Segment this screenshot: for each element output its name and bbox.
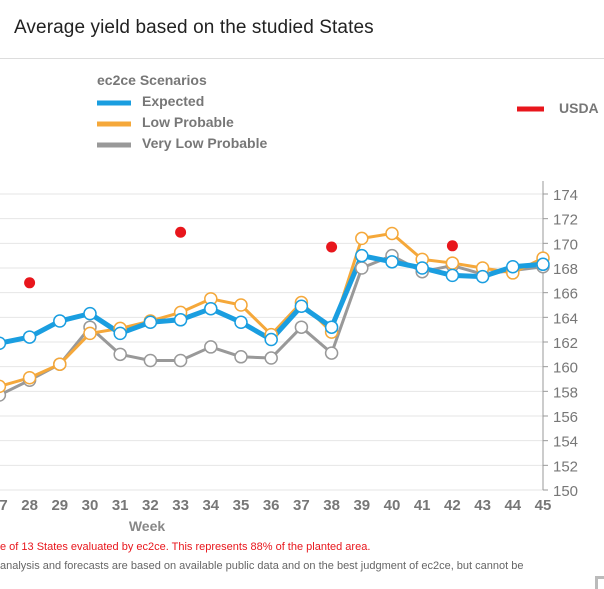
y-tick-label-164: 164	[553, 310, 578, 327]
x-tick-label-32: 32	[142, 497, 159, 514]
x-tick-label-41: 41	[414, 497, 431, 514]
point-expected-45	[536, 257, 550, 272]
x-tick-label-39: 39	[353, 497, 370, 514]
point-very-low-probable-34	[204, 340, 218, 354]
legend-label-usda: USDA	[559, 100, 599, 116]
point-expected-31	[113, 326, 127, 341]
point-expected-39	[355, 248, 369, 263]
point-low-probable-29	[53, 357, 67, 371]
point-expected-44	[506, 260, 520, 274]
point-expected-42	[445, 268, 460, 283]
footnote-disclaimer: analysis and forecasts are based on avai…	[0, 560, 524, 572]
point-very-low-probable-36	[264, 351, 278, 365]
point-expected-33	[173, 313, 188, 327]
y-tick-label-174: 174	[553, 187, 578, 204]
point-expected-40	[385, 255, 399, 269]
point-very-low-probable-31	[113, 347, 127, 362]
x-tick-label-34: 34	[202, 497, 219, 514]
page-title: Average yield based on the studied State…	[14, 17, 374, 38]
y-tick-label-172: 172	[553, 212, 578, 229]
usda-markers	[24, 226, 458, 289]
point-expected-35	[234, 315, 248, 330]
legend-label-expected: Expected	[142, 93, 204, 109]
series-group	[0, 226, 550, 402]
x-tick-label-35: 35	[233, 497, 250, 514]
x-tick-label-27: 27	[0, 497, 8, 514]
x-tick-label-38: 38	[323, 497, 340, 514]
x-tick-label-31: 31	[112, 497, 129, 514]
chart-axes: 150 152 154 156 158 160 162 164 166 168 170 172 174 2…	[0, 181, 578, 534]
point-low-probable-28	[22, 371, 37, 385]
y-tick-label-162: 162	[553, 335, 578, 352]
point-very-low-probable-33	[173, 353, 188, 368]
x-tick-label-29: 29	[51, 497, 68, 514]
x-tick-label-36: 36	[263, 497, 280, 514]
point-low-probable-42	[445, 256, 460, 270]
point-low-probable-40	[385, 226, 399, 241]
x-tick-label-37: 37	[293, 497, 310, 514]
header-divider	[0, 58, 604, 59]
y-tick-label-170: 170	[553, 236, 578, 253]
x-tick-label-30: 30	[82, 497, 99, 514]
usda-point-38	[326, 241, 338, 253]
legend-title: ec2ce Scenarios	[97, 72, 207, 88]
point-expected-41	[415, 261, 429, 275]
x-tick-label-43: 43	[474, 497, 491, 514]
point-expected-38	[324, 320, 339, 334]
usda-point-33	[175, 226, 187, 238]
usda-point-28	[24, 277, 36, 289]
partial-logo-icon	[595, 576, 604, 589]
x-tick-label-45: 45	[535, 497, 552, 514]
x-axis-label: Week	[129, 518, 166, 534]
point-expected-27	[0, 336, 7, 350]
point-low-probable-35	[234, 298, 248, 312]
point-low-probable-27	[0, 379, 7, 394]
y-tick-label-158: 158	[553, 384, 578, 401]
yield-line-chart: 150 152 154 156 158 160 162 164 166 168 170 172 174 2…	[0, 72, 599, 534]
x-tick-label-44: 44	[504, 497, 521, 514]
y-tick-label-160: 160	[553, 360, 578, 377]
point-low-probable-30	[83, 326, 97, 341]
point-expected-29	[53, 314, 67, 328]
legend: ec2ce Scenarios Expected Low Probable Very …	[97, 72, 599, 151]
x-tick-label-28: 28	[21, 497, 38, 514]
point-very-low-probable-39	[355, 261, 369, 275]
y-tick-label-156: 156	[553, 409, 578, 426]
point-expected-43	[475, 269, 490, 284]
legend-label-very-low-probable: Very Low Probable	[142, 135, 267, 151]
x-tick-label-40: 40	[384, 497, 401, 514]
point-expected-28	[22, 330, 37, 344]
point-expected-32	[143, 315, 158, 330]
legend-label-low-probable: Low Probable	[142, 114, 234, 130]
x-tick-label-42: 42	[444, 497, 461, 514]
y-tick-label-152: 152	[553, 458, 578, 475]
point-expected-30	[83, 306, 97, 321]
y-tick-label-150: 150	[553, 483, 578, 500]
y-tick-label-154: 154	[553, 434, 578, 451]
y-tick-label-166: 166	[553, 286, 578, 303]
point-low-probable-39	[355, 231, 369, 246]
point-expected-36	[264, 332, 278, 347]
point-very-low-probable-32	[143, 353, 158, 368]
x-tick-label-33: 33	[172, 497, 189, 514]
point-very-low-probable-37	[294, 320, 309, 334]
footnote-coverage: e of 13 States evaluated by ec2ce. This …	[0, 541, 371, 553]
usda-point-42	[446, 240, 458, 252]
point-expected-37	[294, 299, 309, 313]
point-very-low-probable-38	[324, 346, 339, 360]
point-very-low-probable-35	[234, 350, 248, 364]
y-tick-label-168: 168	[553, 261, 578, 278]
point-expected-34	[204, 301, 218, 316]
